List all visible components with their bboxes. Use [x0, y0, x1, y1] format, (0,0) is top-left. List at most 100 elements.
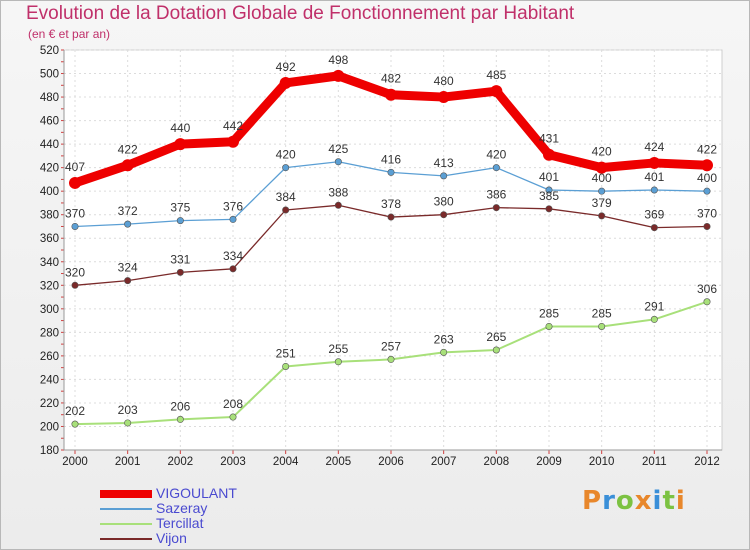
data-label: 370 [65, 206, 85, 220]
data-point [492, 164, 500, 172]
data-label: 440 [170, 121, 190, 135]
x-tick-label: 2007 [431, 456, 457, 468]
data-label: 257 [381, 339, 401, 353]
data-label: 320 [65, 265, 85, 279]
chart-title: Evolution de la Dotation Globale de Fonc… [26, 3, 575, 24]
data-point [124, 277, 132, 285]
y-tick-label: 280 [40, 327, 59, 339]
x-tick-label: 2000 [62, 456, 88, 468]
data-point [174, 138, 187, 151]
y-tick-label: 460 [40, 116, 59, 128]
data-point [71, 222, 79, 230]
data-point [229, 413, 237, 421]
data-label: 422 [118, 142, 138, 156]
data-point [227, 135, 239, 148]
data-point [650, 186, 658, 194]
data-point [648, 156, 661, 169]
data-point [545, 205, 553, 213]
y-tick-label: 340 [40, 257, 59, 269]
x-tick-label: 2010 [589, 456, 615, 468]
data-point [279, 76, 292, 89]
data-point [282, 164, 290, 172]
data-label: 400 [592, 171, 612, 185]
logo-letter: P [582, 486, 603, 516]
legend-swatch [100, 538, 152, 540]
data-label: 384 [276, 190, 296, 204]
data-label: 425 [328, 142, 348, 156]
logo-letter: x [634, 486, 653, 516]
data-point [387, 168, 395, 176]
y-tick-label: 360 [40, 233, 59, 245]
x-tick-label: 2009 [536, 456, 562, 468]
legend-swatch [100, 523, 152, 525]
data-point [703, 187, 711, 195]
data-point [492, 204, 500, 212]
data-label: 263 [434, 332, 454, 346]
data-point [598, 322, 606, 330]
data-label: 385 [539, 189, 559, 203]
data-point [490, 85, 503, 98]
data-point [124, 220, 132, 228]
data-point [176, 415, 184, 423]
data-label: 420 [486, 148, 506, 162]
data-label: 492 [276, 60, 296, 74]
logo-letter: o [615, 486, 635, 516]
data-label: 380 [434, 195, 454, 209]
data-point [229, 265, 237, 273]
data-label: 424 [644, 140, 664, 154]
data-point [650, 224, 658, 232]
data-label: 498 [328, 53, 348, 67]
legend-label: Tercillat [156, 515, 204, 531]
data-label: 285 [539, 306, 559, 320]
data-label: 407 [65, 160, 85, 174]
x-tick-label: 2001 [115, 456, 141, 468]
logo-letter: t [662, 486, 676, 516]
data-label: 306 [697, 282, 717, 296]
data-point [69, 176, 81, 189]
data-point [598, 212, 606, 220]
data-label: 202 [65, 404, 85, 418]
data-label: 375 [170, 201, 190, 215]
data-point [334, 358, 342, 366]
data-point [282, 362, 290, 370]
data-label: 386 [486, 188, 506, 202]
data-label: 401 [644, 170, 664, 184]
data-point [332, 69, 345, 82]
data-point [176, 268, 184, 276]
data-label: 331 [170, 252, 190, 266]
y-tick-label: 240 [40, 374, 59, 386]
data-point [703, 222, 711, 230]
data-point [543, 148, 555, 161]
data-point [440, 211, 448, 219]
data-label: 379 [592, 196, 612, 210]
legend-label: VIGOULANT [156, 485, 237, 501]
data-label: 370 [697, 206, 717, 220]
data-label: 376 [223, 199, 243, 213]
data-label: 372 [118, 204, 138, 218]
logo-letter: i [675, 486, 686, 516]
y-tick-label: 480 [40, 92, 59, 104]
y-tick-label: 320 [40, 280, 59, 292]
data-point [545, 186, 553, 194]
logo-letter: i [652, 486, 663, 516]
data-point [334, 201, 342, 209]
x-tick-label: 2002 [168, 456, 194, 468]
y-tick-label: 300 [40, 304, 59, 316]
data-label: 485 [486, 68, 506, 82]
data-label: 480 [434, 74, 454, 88]
data-point [703, 298, 711, 306]
y-tick-label: 500 [40, 69, 59, 81]
data-point [124, 419, 132, 427]
plot-area [63, 49, 723, 451]
data-point [71, 281, 79, 289]
data-point [492, 346, 500, 354]
data-label: 291 [644, 299, 664, 313]
y-tick-label: 220 [40, 398, 59, 410]
x-tick-label: 2011 [642, 456, 667, 468]
legend-label: Vijon [156, 530, 187, 546]
data-label: 251 [276, 346, 296, 360]
data-point [71, 420, 79, 428]
data-point [701, 159, 713, 172]
chart-subtitle: (en € et par an) [28, 27, 111, 41]
